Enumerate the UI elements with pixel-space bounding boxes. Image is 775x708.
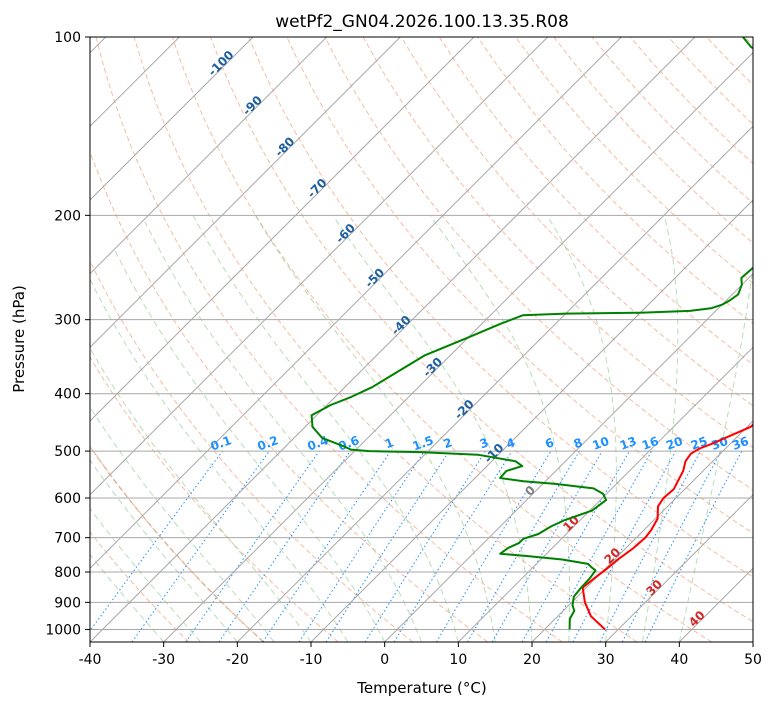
x-tick-label: 30 bbox=[597, 652, 615, 668]
dry-adiabat-line bbox=[438, 37, 753, 366]
plot-background bbox=[90, 37, 753, 642]
isotherm-line bbox=[90, 37, 475, 422]
mixing-ratio-label: 0.6 bbox=[336, 433, 361, 453]
mixing-ratio-line bbox=[218, 450, 351, 642]
dry-adiabat-line bbox=[515, 37, 753, 284]
isotherm-line bbox=[457, 346, 753, 642]
y-tick-label: 700 bbox=[54, 531, 81, 547]
dry-adiabat-line bbox=[248, 37, 753, 578]
dewpoint-profile-line bbox=[310, 37, 753, 630]
adiabat-reference-line bbox=[90, 445, 264, 642]
isotherm-line bbox=[90, 37, 401, 349]
y-tick-label: 200 bbox=[54, 208, 81, 224]
isotherm-line bbox=[531, 420, 753, 642]
dry-adiabat-line bbox=[133, 37, 638, 642]
isotherm-line bbox=[605, 493, 753, 642]
mixing-ratio-line bbox=[325, 450, 450, 642]
isotherm-line bbox=[163, 51, 753, 642]
mixing-ratio-line bbox=[262, 450, 392, 642]
mixing-ratio-line bbox=[131, 450, 270, 642]
y-tick-label: 600 bbox=[54, 491, 81, 507]
mixing-ratio-label: 1.5 bbox=[411, 433, 436, 453]
isotherm-line bbox=[310, 199, 753, 642]
chart-title: wetPf2_GN04.2026.100.13.35.R08 bbox=[275, 12, 569, 32]
moist-adiabat-line bbox=[192, 215, 459, 642]
isotherm-line bbox=[90, 37, 622, 570]
y-tick-label: 900 bbox=[54, 595, 81, 611]
dry-adiabat-line bbox=[95, 37, 563, 642]
mixing-ratio-label: 36 bbox=[730, 434, 750, 453]
x-tick-label: -40 bbox=[79, 652, 102, 668]
y-tick-label: 400 bbox=[54, 387, 81, 403]
y-tick-label: 500 bbox=[54, 444, 81, 460]
isotherm-line bbox=[90, 37, 696, 642]
dry-adiabat-line bbox=[210, 37, 753, 623]
x-tick-label: -10 bbox=[300, 652, 323, 668]
mixing-ratio-line bbox=[393, 450, 513, 642]
dry-adiabat-line bbox=[90, 150, 488, 642]
isotherm-line bbox=[384, 272, 753, 642]
mixing-ratio-label: 16 bbox=[640, 434, 660, 453]
moist-adiabat-line bbox=[90, 459, 238, 642]
y-tick-label: 100 bbox=[54, 30, 81, 46]
mixing-ratio-line bbox=[90, 450, 223, 632]
isotherm-line bbox=[90, 37, 254, 201]
y-tick-label: 1000 bbox=[45, 622, 81, 638]
mixing-ratio-line bbox=[644, 450, 743, 642]
mixing-ratio-line bbox=[298, 450, 425, 642]
plot-frame bbox=[89, 36, 754, 643]
mixing-ratio-label: 25 bbox=[689, 434, 709, 453]
y-axis-label: Pressure (hPa) bbox=[10, 285, 28, 393]
x-tick-label: 0 bbox=[380, 652, 389, 668]
dry-adiabat-line bbox=[400, 37, 753, 407]
moist-adiabat-line bbox=[90, 406, 275, 642]
x-tick-label: -20 bbox=[226, 652, 249, 668]
isotherm-line bbox=[752, 641, 753, 642]
dry-adiabat-line bbox=[324, 37, 753, 491]
x-tick-label: 10 bbox=[449, 652, 467, 668]
x-axis-label: Temperature (°C) bbox=[356, 679, 486, 697]
mixing-ratio-label: 20 bbox=[664, 434, 684, 453]
isotherm-line bbox=[236, 125, 753, 642]
isotherm-line bbox=[90, 37, 549, 496]
moist-adiabat-line bbox=[642, 215, 679, 642]
mixing-ratio-label: 0.2 bbox=[256, 433, 281, 453]
mixing-ratio-line bbox=[521, 450, 630, 642]
moist-adiabat-line bbox=[144, 221, 422, 642]
y-tick-label: 800 bbox=[54, 565, 81, 581]
mixing-ratio-label: 0.1 bbox=[209, 433, 234, 453]
dry-adiabat-line bbox=[171, 37, 712, 642]
moist-adiabat-line bbox=[115, 251, 386, 642]
y-tick-label: 300 bbox=[54, 313, 81, 329]
isotherm-line bbox=[90, 37, 328, 275]
mixing-ratio-label: 13 bbox=[618, 434, 638, 453]
x-tick-label: -30 bbox=[152, 652, 175, 668]
mixing-ratio-line bbox=[185, 450, 320, 642]
moist-adiabat-line bbox=[429, 215, 571, 642]
moist-adiabat-line bbox=[678, 263, 753, 642]
x-tick-label: 20 bbox=[523, 652, 541, 668]
x-tick-label: 50 bbox=[744, 652, 762, 668]
moist-adiabat-line bbox=[90, 347, 312, 642]
x-tick-label: 40 bbox=[670, 652, 688, 668]
dry-adiabat-line bbox=[90, 356, 339, 642]
moist-adiabat-line bbox=[90, 507, 201, 642]
mixing-ratio-label: 10 bbox=[590, 434, 610, 453]
moist-adiabat-line bbox=[90, 278, 349, 642]
moist-adiabat-line bbox=[332, 215, 533, 642]
dry-adiabat-line bbox=[90, 531, 190, 642]
temperature-profile-line bbox=[581, 423, 753, 631]
moist-adiabat-line bbox=[546, 215, 617, 642]
